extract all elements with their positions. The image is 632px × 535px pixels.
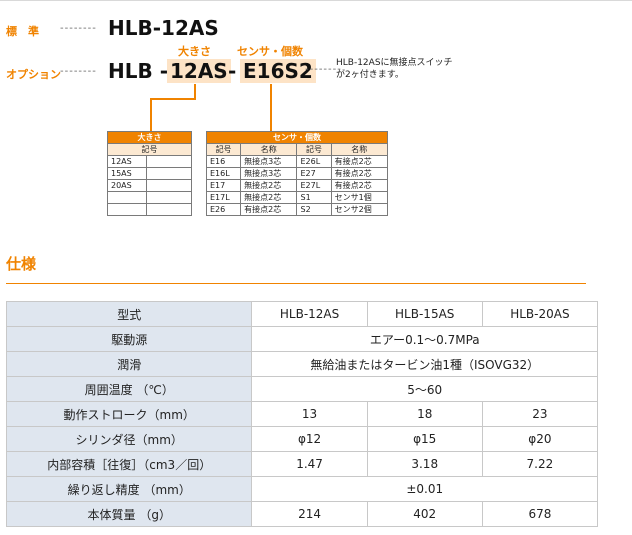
sensor-cell: E17L [205, 191, 242, 204]
sensor-cell: S2 [296, 203, 332, 216]
size-connector-v1 [194, 84, 196, 99]
spec-section-title: 仕様 [6, 255, 37, 273]
sensor-cell: E16 [205, 155, 242, 168]
sensor-table: センサ・個数 記号 名称 記号 名称 E16 無接点3芯 E26L 有接点2芯 … [205, 131, 389, 216]
spec-row-value: 無給油またはタービン油1種（ISOVG32） [251, 351, 598, 377]
spec-row-value: 5～60 [251, 376, 598, 402]
spec-table: 型式 HLB-12AS HLB-15AS HLB-20AS 駆動源 エアー0.1… [5, 301, 599, 527]
size-caption: 大きさ [178, 45, 211, 58]
sensor-header: 記号 [296, 143, 332, 156]
spec-row-value: φ20 [481, 426, 599, 452]
standard-model: HLB-12AS [108, 16, 219, 40]
spec-row-value: 402 [366, 501, 483, 527]
spec-row: 潤滑 無給油またはタービン油1種（ISOVG32） [5, 351, 598, 377]
option-note-line2: が2ヶ付きます。 [336, 70, 404, 80]
option-note: HLB-12ASに無接点スイッチ が2ヶ付きます。 [336, 57, 453, 81]
spec-row-value: 23 [481, 401, 599, 427]
sensor-cell: 有接点2芯 [240, 203, 298, 216]
sensor-cell: 無接点3芯 [240, 167, 298, 180]
size-cell [107, 191, 147, 204]
sensor-cell: S1 [296, 191, 332, 204]
spec-model-col: HLB-20AS [481, 301, 599, 327]
sensor-caption: センサ・個数 [237, 45, 303, 58]
sensor-cell: 有接点2芯 [330, 179, 389, 192]
sensor-cell: 無接点2芯 [240, 191, 298, 204]
spec-header-row: 型式 HLB-12AS HLB-15AS HLB-20AS [5, 301, 599, 327]
sensor-cell: E27L [296, 179, 332, 192]
spec-row-value: 18 [366, 401, 483, 427]
spec-row-label: 内部容積［往復］（cm3／回） [5, 451, 253, 477]
spec-row: 繰り返し精度 （mm） ±0.01 [5, 476, 598, 502]
note-dashes: -------- [305, 64, 342, 75]
sensor-cell: 有接点2芯 [330, 155, 389, 168]
sensor-header: 記号 [205, 143, 242, 156]
spec-section-rule [6, 283, 586, 284]
standard-label: 標 準 [6, 25, 39, 38]
option-model-prefix: HLB - [108, 59, 168, 83]
spec-row-label: 動作ストローク（mm） [5, 401, 253, 427]
sensor-cell: 有接点2芯 [330, 167, 389, 180]
sensor-table-title: センサ・個数 [206, 131, 388, 144]
option-note-line1: HLB-12ASに無接点スイッチ [336, 58, 453, 68]
size-cell: 15AS [107, 167, 147, 180]
spec-row-value: 3.18 [366, 451, 483, 477]
size-connector-h [150, 98, 196, 100]
spec-model-col: HLB-15AS [366, 301, 483, 327]
spec-row-value: 13 [251, 401, 368, 427]
size-table: 大きさ 記号 12AS 15AS 20AS [107, 131, 192, 216]
spec-row-label: 繰り返し精度 （mm） [5, 476, 253, 502]
sensor-cell: E16L [205, 167, 242, 180]
spec-row-value: φ15 [366, 426, 483, 452]
spec-row-label: 駆動源 [5, 326, 253, 352]
size-code: 12AS [167, 59, 231, 83]
spec-model-col: HLB-12AS [251, 301, 368, 327]
spec-row-value: 1.47 [251, 451, 368, 477]
size-cell [107, 203, 147, 216]
option-dash: - [228, 59, 237, 83]
sensor-cell: E26L [296, 155, 332, 168]
spec-row-label: 周囲温度 （℃） [5, 376, 253, 402]
sensor-cell: 無接点3芯 [240, 155, 298, 168]
sensor-cell: E27 [296, 167, 332, 180]
sensor-cell: センサ2個 [330, 203, 389, 216]
spec-row: 本体質量 （g） 214 402 678 [5, 501, 599, 527]
spec-row-value: 214 [251, 501, 368, 527]
top-divider [0, 0, 632, 1]
spec-row: シリンダ径（mm） φ12 φ15 φ20 [5, 426, 599, 452]
spec-row: 内部容積［往復］（cm3／回） 1.47 3.18 7.22 [5, 451, 599, 477]
option-dashes: -------- [60, 66, 97, 77]
spec-row-label: 本体質量 （g） [5, 501, 253, 527]
spec-row-value: 678 [481, 501, 599, 527]
sensor-connector [270, 84, 272, 131]
size-table-column: 記号 [107, 143, 192, 156]
spec-row: 駆動源 エアー0.1～0.7MPa [5, 326, 598, 352]
sensor-code: E16S2 [240, 59, 316, 83]
size-table-title: 大きさ [107, 131, 192, 144]
spec-row-value: ±0.01 [251, 476, 598, 502]
spec-row-value: エアー0.1～0.7MPa [251, 326, 598, 352]
spec-row: 動作ストローク（mm） 13 18 23 [5, 401, 599, 427]
spec-row-label: シリンダ径（mm） [5, 426, 253, 452]
size-cell: 20AS [107, 179, 147, 192]
sensor-cell: 無接点2芯 [240, 179, 298, 192]
standard-dashes: -------- [60, 23, 97, 34]
sensor-cell: E26 [205, 203, 242, 216]
sensor-header: 名称 [330, 143, 389, 156]
spec-row-value: φ12 [251, 426, 368, 452]
sensor-cell: センサ1個 [330, 191, 389, 204]
spec-row-label: 潤滑 [5, 351, 253, 377]
spec-row-value: 7.22 [481, 451, 599, 477]
spec-row: 周囲温度 （℃） 5～60 [5, 376, 598, 402]
option-label: オプション [6, 68, 61, 81]
sensor-header: 名称 [240, 143, 298, 156]
size-connector-v2 [150, 98, 152, 131]
size-cell: 12AS [107, 155, 147, 168]
spec-header-label: 型式 [5, 301, 253, 327]
sensor-cell: E17 [205, 179, 242, 192]
